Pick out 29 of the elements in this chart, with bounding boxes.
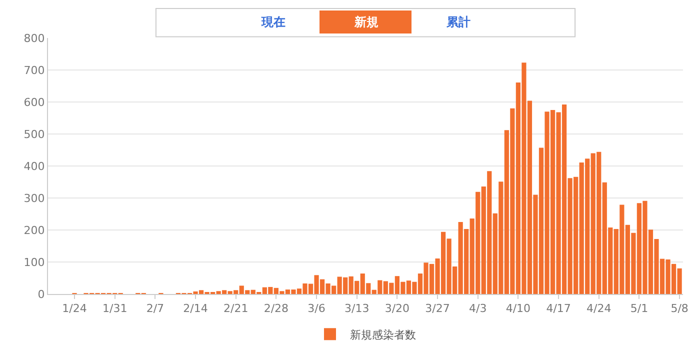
y-tick-label: 400: [24, 160, 45, 173]
y-tick-label: 700: [24, 64, 45, 77]
y-tick-label: 0: [38, 288, 45, 301]
x-tick-label: 4/10: [506, 302, 531, 316]
x-tick-label: 3/27: [425, 302, 450, 316]
x-tick-label: 4/24: [586, 302, 612, 316]
x-tick-label: 4/17: [546, 302, 571, 316]
x-tick-label: 2/28: [264, 302, 289, 316]
x-tick-label: 3/20: [384, 302, 410, 316]
y-tick-label: 200: [24, 224, 45, 237]
y-tick-label: 100: [24, 256, 45, 269]
x-tick-label: 2/14: [183, 302, 208, 316]
x-tick-label: 1/24: [62, 302, 87, 316]
x-tick-label: 4/3: [469, 302, 487, 316]
y-tick-label: 600: [24, 96, 45, 109]
y-tick-label: 800: [24, 32, 45, 45]
x-tick-label: 2/21: [224, 302, 248, 316]
y-tick-label: 300: [24, 192, 45, 205]
text: 新規: [354, 15, 378, 29]
y-tick-label: 500: [24, 128, 45, 141]
legend-label: 新規感染者数: [350, 328, 416, 342]
x-tick-label: 3/13: [344, 302, 370, 316]
x-tick-label: 2/7: [146, 302, 164, 316]
text: 累計: [446, 15, 470, 29]
x-tick-label: 3/6: [308, 302, 326, 316]
x-tick-label: 1/31: [102, 302, 128, 316]
text: 現在: [260, 15, 286, 29]
x-tick-label: 5/8: [670, 302, 688, 316]
x-tick-label: 5/1: [630, 302, 648, 316]
